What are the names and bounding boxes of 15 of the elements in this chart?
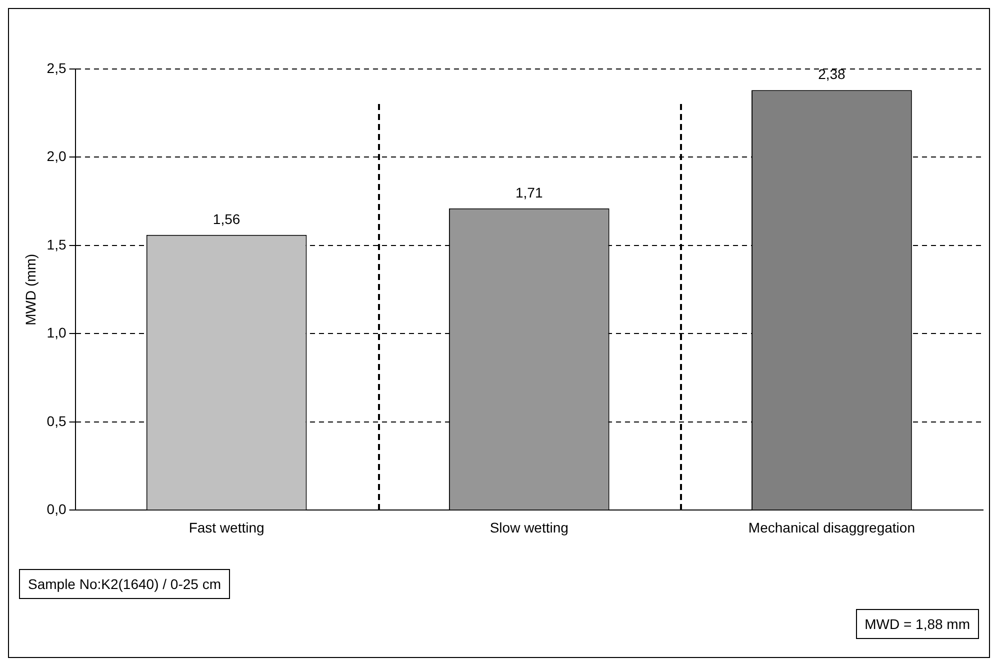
x-tick-label: Mechanical disaggregation — [748, 519, 915, 536]
y-tick-label: 1,5 — [46, 236, 66, 252]
y-tick-label: 0,5 — [46, 412, 66, 429]
y-tick-label: 1,0 — [46, 324, 66, 341]
data-label: 1,56 — [212, 210, 240, 227]
x-tick-label: Fast wetting — [188, 519, 264, 536]
text: Sample No:K2(1640) / 0-25 cm — [19, 569, 230, 599]
y-axis-title: MWD (mm) — [22, 254, 38, 326]
y-tick-label: 2,5 — [46, 60, 66, 76]
data-label: 2,38 — [818, 66, 846, 82]
y-tick-label: 2,0 — [46, 148, 66, 164]
y-tick-label: 0,0 — [46, 501, 66, 518]
data-label: 1,71 — [516, 184, 543, 200]
text: MWD = 1,88 mm — [856, 609, 979, 639]
x-tick-label: Slow wetting — [490, 519, 568, 536]
